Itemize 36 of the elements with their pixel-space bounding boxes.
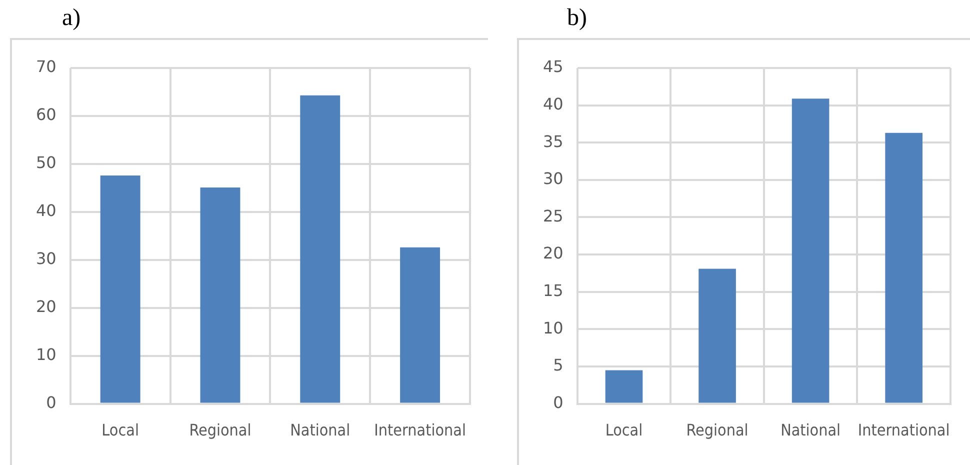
bar (300, 95, 340, 403)
bar (200, 187, 240, 403)
y-tick-label: 5 (553, 356, 564, 375)
x-tick-label: Regional (686, 420, 748, 440)
y-tick-label: 45 (543, 57, 564, 76)
x-tick-label: Regional (189, 420, 252, 440)
x-tick-label: Local (102, 420, 139, 440)
bar (400, 247, 440, 403)
y-tick-label: 10 (543, 318, 564, 338)
y-tick-label: 20 (36, 297, 56, 316)
y-tick-label: 30 (543, 169, 564, 188)
bar (885, 132, 922, 403)
y-tick-label: 0 (553, 392, 564, 412)
y-tick-label: 35 (543, 132, 564, 151)
bar (792, 98, 830, 403)
chart-title: a) (61, 4, 82, 33)
y-tick-label: 10 (36, 344, 56, 364)
bar (698, 268, 736, 403)
bar (100, 175, 140, 403)
x-tick-label: National (780, 420, 841, 440)
y-tick-label: 30 (36, 249, 56, 268)
y-tick-label: 40 (36, 201, 56, 220)
y-tick-label: 50 (36, 153, 56, 172)
x-tick-label: Local (605, 420, 643, 440)
y-tick-label: 40 (543, 94, 564, 114)
x-tick-label: International (858, 420, 950, 440)
bar (605, 370, 643, 403)
y-tick-label: 0 (46, 392, 56, 412)
y-tick-label: 15 (543, 281, 564, 300)
y-tick-label: 20 (543, 244, 564, 263)
y-tick-label: 70 (36, 57, 56, 76)
y-tick-label: 60 (36, 105, 56, 124)
y-tick-label: 25 (543, 206, 564, 226)
x-tick-label: National (290, 420, 350, 440)
chart-title: b) (566, 4, 588, 33)
x-tick-label: International (374, 420, 466, 440)
